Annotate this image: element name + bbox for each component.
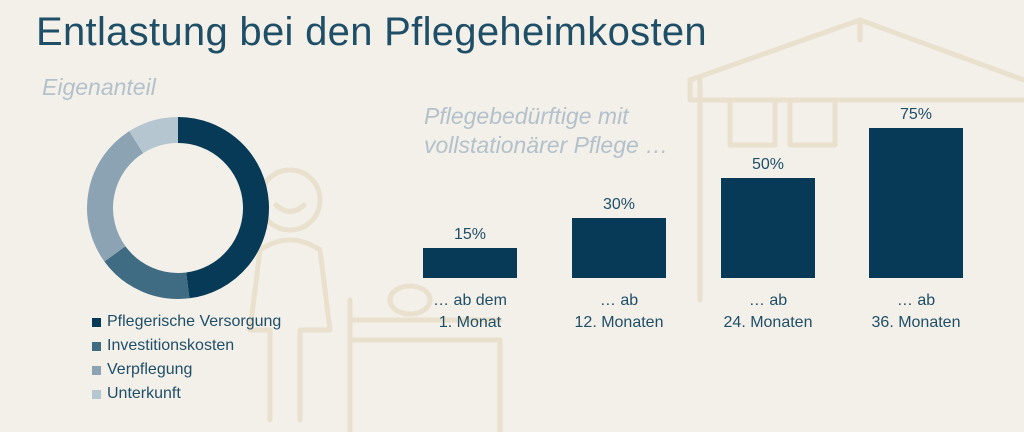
legend-item: Verpflegung xyxy=(92,358,281,382)
bar-category-label-line: … ab dem xyxy=(433,292,507,309)
legend-item: Pflegerische Versorgung xyxy=(92,310,281,334)
legend-label: Unterkunft xyxy=(107,385,181,402)
bar-category-label-line: … ab xyxy=(599,292,639,309)
donut-legend: Pflegerische Versorgung Investitionskoste… xyxy=(92,310,281,406)
bar-value-label: 75% xyxy=(899,106,933,123)
bar-1 xyxy=(423,248,517,278)
page-title: Entlastung bei den Pflegeheimkosten xyxy=(36,10,707,54)
donut-slice-3 xyxy=(87,131,144,262)
bar-value-label: 50% xyxy=(751,156,785,173)
bar-subtitle-line-2: vollstationärer Pflege … xyxy=(424,132,669,158)
bar-subtitle-line-1: Pflegebedürftige mit xyxy=(424,103,629,129)
bar-2 xyxy=(572,218,666,278)
bar-category-label-line: … ab xyxy=(896,292,936,309)
bar-category-label: … ab dem 1. Monat xyxy=(400,290,540,334)
legend-label: Investitionskosten xyxy=(107,337,235,354)
bar-category-label-line: 24. Monaten xyxy=(723,314,813,331)
bar-3 xyxy=(721,178,815,278)
legend-label: Pflegerische Versorgung xyxy=(107,313,282,330)
bar-category-label-line: … ab xyxy=(748,292,788,309)
bar-category-label: … ab 36. Monaten xyxy=(846,290,986,334)
legend-swatch xyxy=(92,389,101,399)
legend-item: Unterkunft xyxy=(92,382,281,406)
bar-category-label: … ab 24. Monaten xyxy=(698,290,838,334)
bar-category-label: … ab 12. Monaten xyxy=(549,290,689,334)
legend-swatch xyxy=(92,341,101,351)
bar-category-label-line: 36. Monaten xyxy=(871,314,961,331)
legend-label: Verpflegung xyxy=(107,361,193,378)
legend-item: Investitionskosten xyxy=(92,334,281,358)
donut-slice-1 xyxy=(177,117,269,299)
legend-swatch xyxy=(92,365,101,375)
donut-chart xyxy=(87,117,269,299)
donut-slice-2 xyxy=(104,245,190,299)
donut-subtitle: Eigenanteil xyxy=(42,74,156,100)
legend-swatch xyxy=(92,317,101,327)
bar-value-label: 30% xyxy=(602,196,636,213)
bar-category-label-line: 12. Monaten xyxy=(574,314,664,331)
bar-value-label: 15% xyxy=(453,226,487,243)
bar-subtitle: Pflegebedürftige mit vollstationärer Pfl… xyxy=(424,102,668,160)
donut-slice-4 xyxy=(129,117,179,154)
bar-category-label-line: 1. Monat xyxy=(438,314,502,331)
bar-4 xyxy=(869,128,963,278)
